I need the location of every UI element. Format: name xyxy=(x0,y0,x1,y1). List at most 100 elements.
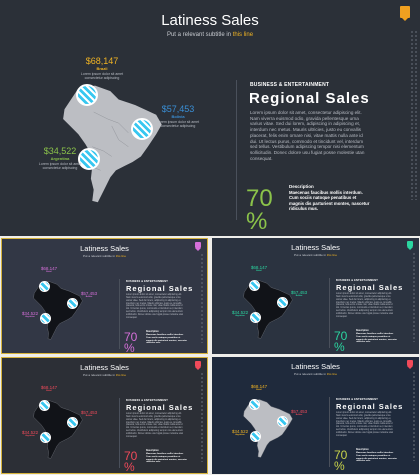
regional-sales-heading: Regional Sales xyxy=(126,284,194,293)
slide-title: Latiness Sales xyxy=(291,243,340,252)
description-title: Description xyxy=(289,184,314,189)
regional-sales-heading: Regional Sales xyxy=(126,403,194,412)
divider-line xyxy=(236,80,237,220)
dot-pattern xyxy=(200,372,205,462)
argentina-label: Argentina xyxy=(235,434,245,436)
slide-thumb-3[interactable]: Latiness Sales Put a relevant subtitle i… xyxy=(1,357,208,474)
description-title: Description xyxy=(356,449,369,451)
marker-argentina[interactable] xyxy=(40,432,51,443)
bolivia-value: $57,453 xyxy=(80,410,98,415)
marker-argentina[interactable] xyxy=(250,431,261,442)
regional-sales-heading: Regional Sales xyxy=(336,402,404,411)
slide-subtitle: Put a relevant subtitle in this line xyxy=(293,253,338,257)
regional-sales-heading: Regional Sales xyxy=(249,90,370,107)
argentina-value: $34,522 xyxy=(21,311,39,316)
description-title: Description xyxy=(146,331,159,333)
bolivia-label: Bolivia xyxy=(295,414,303,416)
argentina-value: $34,522 xyxy=(231,429,249,434)
bolivia-label: Bolivia xyxy=(85,296,93,298)
argentina-label: Argentina xyxy=(50,156,70,161)
percent-value: 70% xyxy=(246,185,273,235)
slide-tag xyxy=(195,361,201,370)
description-title: Description xyxy=(146,450,159,452)
body-paragraph: Lorem ipsum dolor sit amet, consectetur … xyxy=(336,412,394,437)
slide-thumb-2[interactable]: Latiness Sales Put a relevant subtitle i… xyxy=(212,238,419,354)
marker-bolivia[interactable] xyxy=(277,297,288,308)
brazil-label: Brazil xyxy=(46,390,52,392)
description-text: Maecenas faucibus mollis interdum. Cum s… xyxy=(289,190,370,212)
dot-pattern xyxy=(200,253,205,343)
marker-bolivia[interactable] xyxy=(67,417,78,428)
marker-argentina[interactable] xyxy=(40,313,51,324)
argentina-value: $34,522 xyxy=(231,310,249,315)
slide-subtitle: Put a relevant subtitle in this line xyxy=(82,254,127,258)
subtitle-highlight: this line xyxy=(232,32,254,38)
subtitle-highlight: this line xyxy=(326,253,338,257)
slide-tag xyxy=(400,6,410,21)
marker-brazil[interactable] xyxy=(39,400,50,411)
south-america-map xyxy=(243,399,293,458)
marker-brazil[interactable] xyxy=(39,281,50,292)
south-america-map xyxy=(33,400,83,459)
kicker-text: BUSINESS & ENTERTAINMENT xyxy=(126,399,168,402)
body-paragraph: Lorem ipsum dolor sit amet, consectetur … xyxy=(126,294,184,319)
brazil-value: $68,147 xyxy=(250,384,268,389)
body-paragraph: Lorem ipsum dolor sit amet, consectetur … xyxy=(126,413,184,438)
divider-line xyxy=(119,279,120,349)
divider-line xyxy=(119,398,120,468)
slide-title: Latiness Sales xyxy=(291,362,340,371)
slide-thumb-4[interactable]: Latiness Sales Put a relevant subtitle i… xyxy=(212,357,419,474)
argentina-label: Argentina xyxy=(25,435,35,437)
brazil-label: Brazil xyxy=(46,271,52,273)
bolivia-value: $57,453 xyxy=(80,291,98,296)
description-text: Maecenas faucibus mollis interdum. Cum s… xyxy=(146,453,187,464)
marker-brazil[interactable] xyxy=(76,84,98,106)
south-america-map xyxy=(33,281,83,340)
marker-brazil[interactable] xyxy=(249,399,260,410)
argentina-label: Argentina xyxy=(25,316,35,318)
percent-value: 70% xyxy=(124,449,138,474)
subtitle-highlight: this line xyxy=(326,372,338,376)
argentina-text: Lorem ipsum dolor sit amet consectetur a… xyxy=(38,162,82,171)
argentina-value: $34,522 xyxy=(43,146,77,156)
brazil-value: $68,147 xyxy=(40,266,58,271)
brazil-value: $68,147 xyxy=(40,385,58,390)
description-title: Description xyxy=(356,330,369,332)
description-text: Maecenas faucibus mollis interdum. Cum s… xyxy=(356,333,397,344)
slide-thumb-1[interactable]: Latiness Sales Put a relevant subtitle i… xyxy=(1,238,208,354)
dot-pattern xyxy=(410,30,418,200)
kicker-text: BUSINESS & ENTERTAINMENT xyxy=(336,398,378,401)
marker-bolivia[interactable] xyxy=(67,298,78,309)
marker-argentina[interactable] xyxy=(78,148,100,170)
bolivia-value: $57,453 xyxy=(161,104,195,114)
brazil-label: Brazil xyxy=(256,389,262,391)
divider-line xyxy=(329,397,330,467)
slide-title: Latiness Sales xyxy=(161,12,259,29)
marker-brazil[interactable] xyxy=(249,280,260,291)
brazil-value: $68,147 xyxy=(85,56,119,66)
percent-value: 70% xyxy=(124,330,138,354)
slide-tag xyxy=(195,242,201,251)
regional-sales-heading: Regional Sales xyxy=(336,283,404,292)
body-paragraph: Lorem ipsum dolor sit amet, consectetur … xyxy=(250,110,365,161)
bolivia-value: $57,453 xyxy=(290,409,308,414)
brazil-value: $68,147 xyxy=(250,265,268,270)
marker-bolivia[interactable] xyxy=(277,416,288,427)
kicker-text: BUSINESS & ENTERTAINMENT xyxy=(250,82,330,88)
brazil-label: Brazil xyxy=(96,66,108,71)
percent-value: 70% xyxy=(334,448,348,474)
bolivia-text: Lorem ipsum dolor sit amet consectetur a… xyxy=(156,120,200,129)
slide-title: Latiness Sales xyxy=(80,363,129,372)
slide-main[interactable]: Latiness Sales Put a relevant subtitle i… xyxy=(0,0,420,236)
bolivia-value: $57,453 xyxy=(290,290,308,295)
south-america-map xyxy=(63,85,162,203)
marker-bolivia[interactable] xyxy=(131,118,153,140)
dot-pattern xyxy=(412,371,417,461)
bolivia-label: Bolivia xyxy=(85,415,93,417)
slide-title: Latiness Sales xyxy=(80,244,129,253)
dot-pattern xyxy=(412,252,417,342)
brazil-text: Lorem ipsum dolor sit amet consectetur a… xyxy=(80,72,124,81)
slide-tag xyxy=(407,360,413,369)
marker-argentina[interactable] xyxy=(250,312,261,323)
bolivia-label: Bolivia xyxy=(295,295,303,297)
